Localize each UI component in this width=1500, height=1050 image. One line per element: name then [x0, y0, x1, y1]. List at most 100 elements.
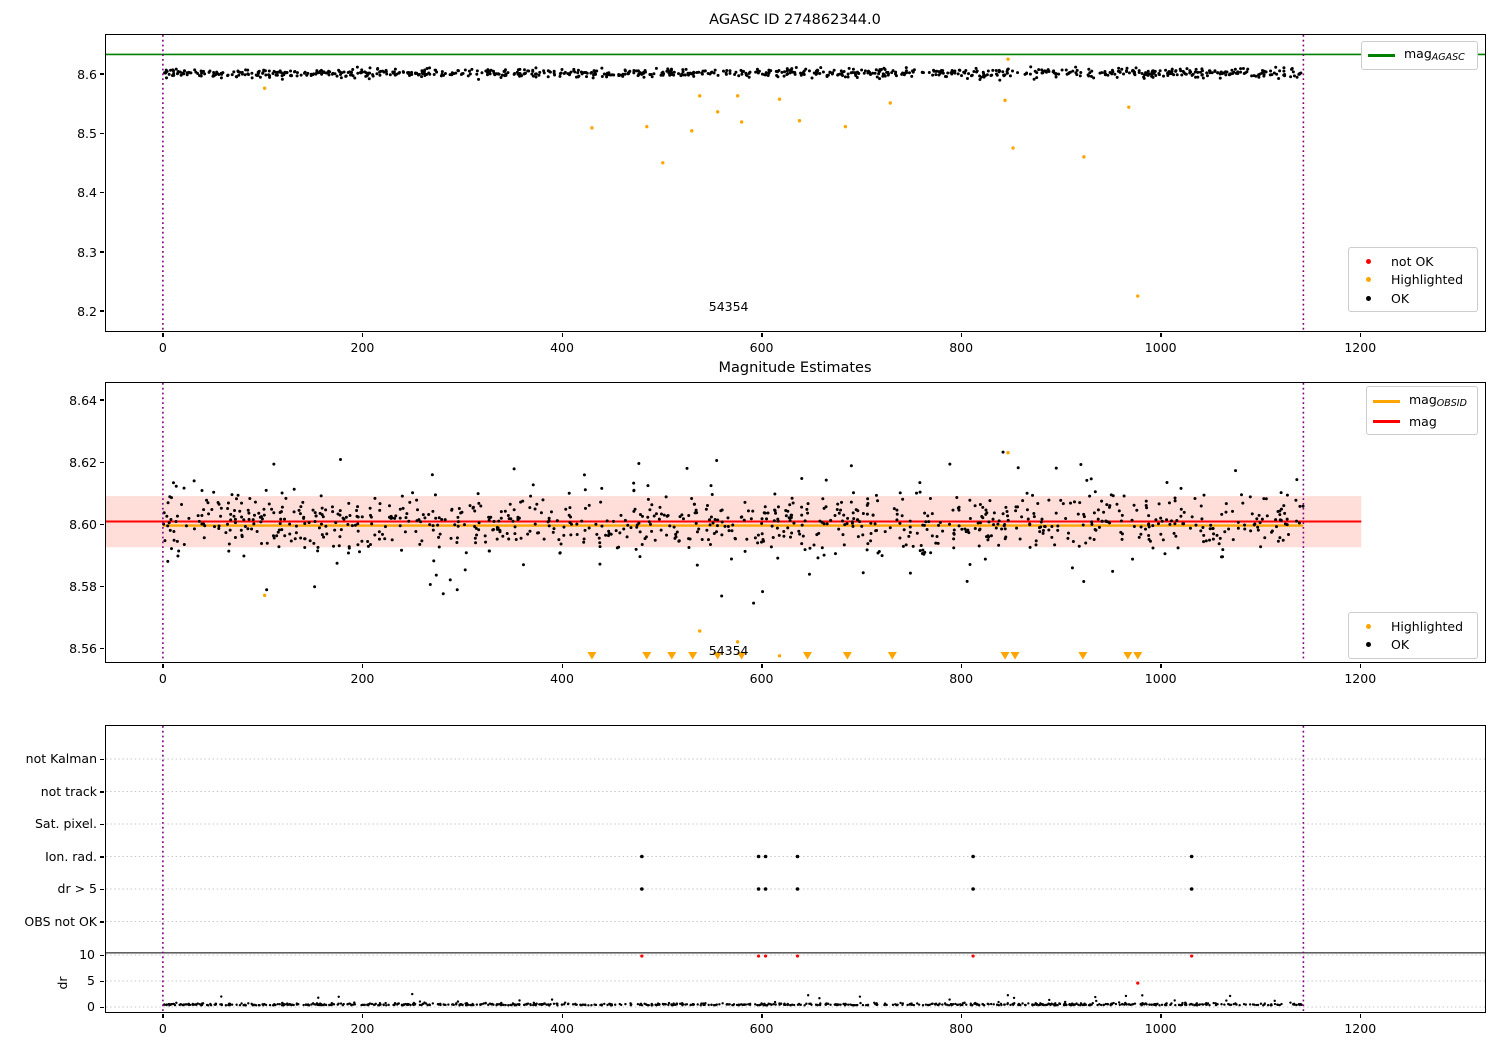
x-tick-mark — [361, 1014, 364, 1018]
y-tick-label: 8.56 — [69, 641, 97, 657]
x-tick-label: 1200 — [1344, 340, 1377, 355]
x-tick-label: 800 — [949, 1021, 974, 1036]
x-tick-mark — [960, 1014, 963, 1018]
dr-tick-label: 0 — [87, 999, 95, 1014]
x-tick-mark — [162, 333, 164, 337]
y-tick-mark — [100, 758, 104, 760]
y-tick-mark — [100, 980, 104, 982]
flag-row-label: dr > 5 — [57, 881, 97, 896]
y-tick-mark — [100, 585, 104, 588]
x-tick-mark — [1160, 664, 1162, 668]
legend-label: magOBSID — [1409, 392, 1467, 409]
y-tick-label: 8.62 — [69, 455, 97, 470]
legend-dot-swatch — [1355, 623, 1382, 629]
y-tick-label: 8.3 — [77, 244, 97, 260]
y-tick-mark — [100, 856, 104, 858]
flag-row-label: Ion. rad. — [45, 848, 97, 864]
x-tick-mark — [1359, 333, 1362, 337]
legend-label-subscript: AGASC — [1431, 52, 1465, 63]
x-tick-mark — [361, 333, 364, 337]
legend-marker — [1373, 400, 1400, 403]
x-tick-label: 1000 — [1144, 340, 1177, 355]
legend-label: OK — [1391, 637, 1410, 653]
legend-marker — [1366, 623, 1371, 629]
x-tick-label: 0 — [158, 1021, 167, 1036]
legend-marker — [1368, 54, 1395, 57]
y-tick-label: 8.60 — [69, 517, 97, 532]
y-tick-mark — [100, 921, 104, 923]
legend-label: not OK — [1391, 253, 1434, 269]
legend-item-highlighted: Highlighted — [1355, 619, 1471, 634]
x-tick-label: 1200 — [1344, 671, 1377, 686]
dr-tick-label: 5 — [87, 973, 95, 988]
dr-axis-label: dr — [55, 976, 70, 990]
x-tick-label: 200 — [350, 671, 375, 686]
legend-item-ok: OK — [1355, 637, 1471, 652]
x-tick-label: 400 — [550, 671, 574, 686]
y-tick-label: 8.2 — [77, 303, 97, 319]
x-tick-mark — [1160, 333, 1162, 337]
x-tick-label: 1200 — [1344, 1021, 1377, 1036]
y-tick-mark — [100, 191, 104, 194]
legend-line-swatch — [1368, 54, 1395, 57]
y-tick-mark — [100, 1006, 104, 1008]
legend-marker — [1366, 258, 1371, 264]
legend-dot-swatch — [1355, 295, 1382, 301]
legend-label: magAGASC — [1404, 46, 1465, 63]
plot1-axes — [105, 34, 1486, 332]
y-tick-label: 8.6 — [77, 66, 97, 82]
legend-label: Highlighted — [1391, 272, 1464, 287]
x-tick-mark — [561, 664, 563, 668]
legend-label-subscript: OBSID — [1436, 398, 1467, 409]
x-tick-mark — [1359, 1014, 1362, 1018]
legend-label: Highlighted — [1391, 618, 1464, 634]
plot2-title: Magnitude Estimates — [718, 360, 872, 376]
x-tick-label: 600 — [749, 340, 774, 355]
y-tick-mark — [100, 310, 104, 312]
y-tick-mark — [100, 823, 104, 825]
x-tick-mark — [162, 664, 164, 668]
y-tick-mark — [100, 251, 104, 253]
y-tick-mark — [100, 791, 104, 793]
legend-dot-swatch — [1355, 258, 1382, 264]
plot1-point-legend: not OK Highlighted OK — [1348, 247, 1478, 312]
plot1-title: AGASC ID 274862344.0 — [709, 12, 881, 28]
plot1-line-legend: magAGASC — [1361, 41, 1478, 70]
x-tick-label: 200 — [350, 1021, 375, 1036]
legend-item-mag: magOBSID — [1373, 392, 1471, 411]
x-tick-mark — [960, 333, 963, 337]
legend-item-not-ok: not OK — [1355, 254, 1471, 269]
x-tick-mark — [561, 1014, 563, 1018]
y-tick-mark — [100, 888, 104, 890]
x-tick-mark — [162, 1014, 164, 1018]
x-tick-mark — [761, 664, 763, 668]
y-tick-mark — [100, 647, 104, 650]
x-tick-label: 400 — [550, 1021, 574, 1036]
plot2-obsid-annotation: 54354 — [708, 642, 749, 658]
legend-item-ok: OK — [1355, 291, 1471, 306]
plot2-axes — [105, 382, 1486, 663]
y-tick-mark — [100, 954, 104, 956]
x-tick-mark — [761, 1014, 763, 1018]
y-tick-mark — [100, 73, 104, 75]
y-tick-mark — [100, 399, 104, 401]
x-tick-label: 200 — [350, 340, 375, 355]
x-tick-label: 800 — [949, 671, 974, 686]
x-tick-mark — [1359, 664, 1362, 668]
y-tick-mark — [100, 132, 104, 135]
dr-tick-label: 10 — [79, 947, 95, 962]
legend-label: OK — [1391, 290, 1410, 306]
legend-label: mag — [1409, 414, 1437, 429]
x-tick-label: 1000 — [1144, 671, 1177, 686]
flag-row-label: not track — [40, 783, 97, 799]
flag-row-label: not Kalman — [25, 751, 97, 766]
x-tick-mark — [1160, 1014, 1162, 1018]
y-tick-mark — [100, 461, 104, 463]
x-tick-label: 1000 — [1144, 1021, 1177, 1036]
plot2-point-legend: Highlighted OK — [1348, 612, 1478, 659]
flag-row-label: Sat. pixel. — [35, 816, 97, 831]
plot2-line-legend: magOBSID mag — [1366, 386, 1478, 435]
flag-row-label: OBS not OK — [24, 913, 97, 929]
x-tick-mark — [361, 664, 364, 668]
